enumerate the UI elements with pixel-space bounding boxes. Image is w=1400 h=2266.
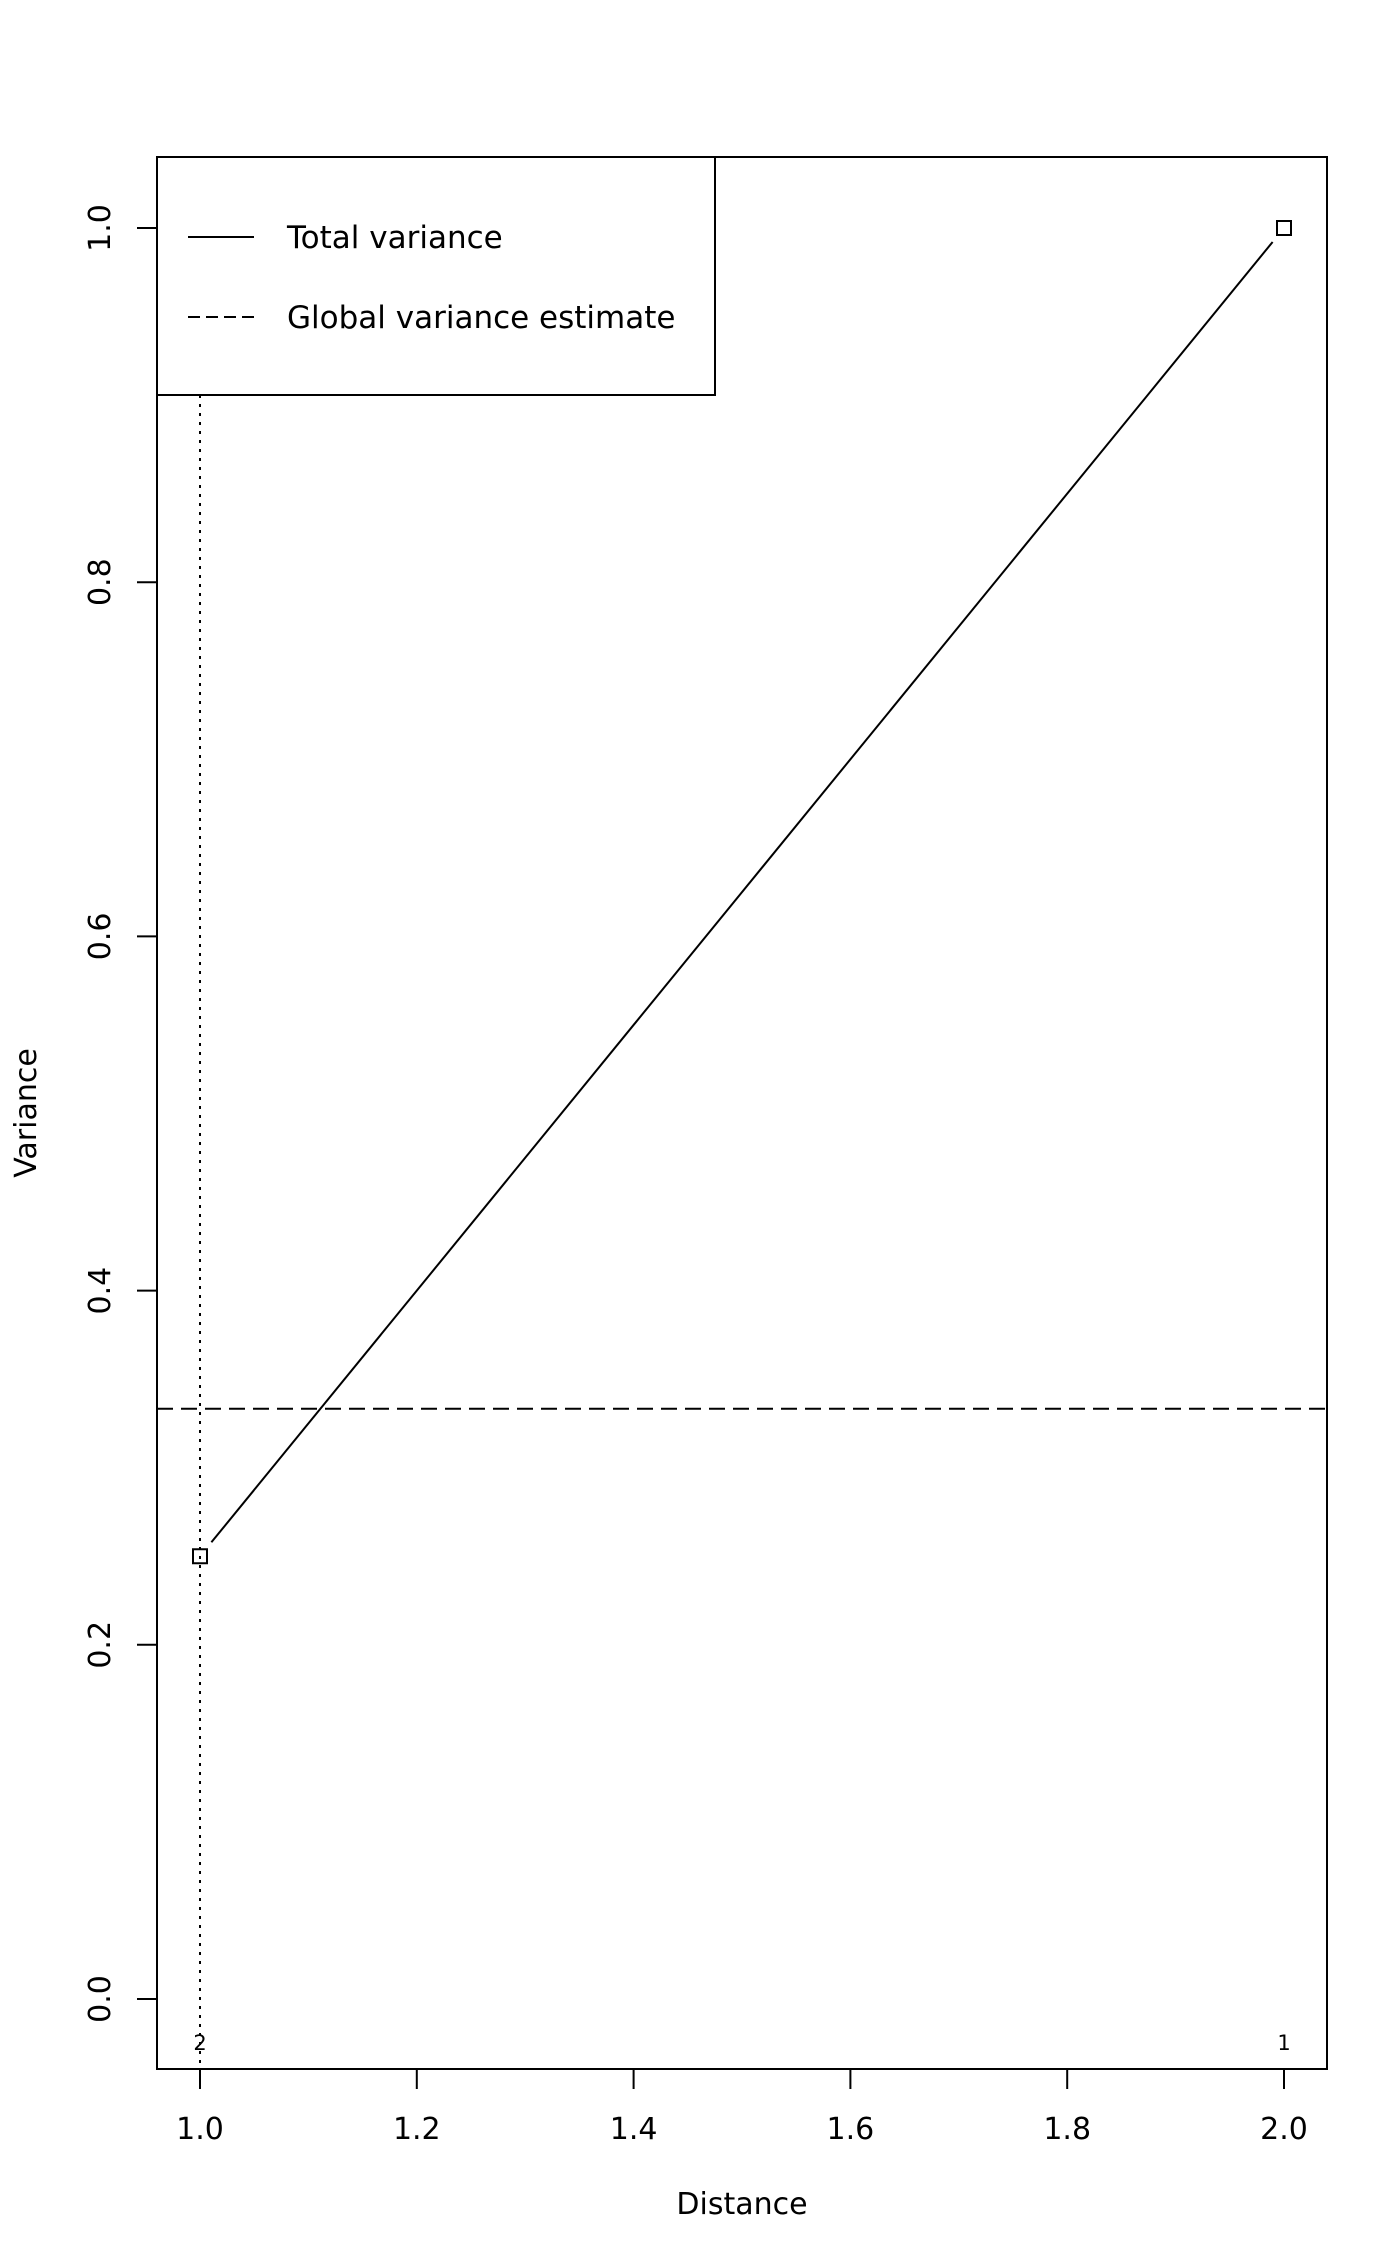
data-point-marker: [192, 1548, 208, 1565]
x-tick-label: 1.8: [1043, 2112, 1091, 2147]
total-variance-line: [210, 241, 1274, 1543]
point-count-label: 2: [193, 2031, 206, 2055]
x-tick-label: 1.4: [610, 2112, 658, 2147]
x-tick-label: 2.0: [1260, 2112, 1308, 2147]
y-tick-label: 0.0: [83, 1975, 118, 2023]
y-tick-label: 0.4: [83, 1267, 118, 1315]
y-axis-label: Variance: [9, 1048, 44, 1178]
x-tick-label: 1.6: [827, 2112, 875, 2147]
legend-box: [156, 156, 716, 396]
data-point-marker: [1276, 220, 1292, 236]
x-axis-label: Distance: [676, 2187, 807, 2222]
legend-label-global-variance: Global variance estimate: [287, 300, 675, 336]
y-tick-label: 0.2: [83, 1621, 118, 1669]
x-tick-label: 1.0: [176, 2112, 224, 2147]
y-axis: 0.0 0.2 0.4 0.6 0.8 1.0: [83, 204, 157, 2023]
y-tick-label: 0.8: [83, 558, 118, 606]
legend-label-total-variance: Total variance: [286, 220, 503, 256]
y-tick-label: 0.6: [83, 913, 118, 961]
y-tick-label: 1.0: [83, 204, 118, 252]
point-count-label: 1: [1277, 2031, 1290, 2055]
legend: Total variance Global variance estimate: [156, 156, 716, 396]
x-tick-label: 1.2: [393, 2112, 441, 2147]
plot-frame: [156, 156, 1328, 2070]
x-axis: 1.0 1.2 1.4 1.6 1.8 2.0: [176, 2069, 1308, 2147]
